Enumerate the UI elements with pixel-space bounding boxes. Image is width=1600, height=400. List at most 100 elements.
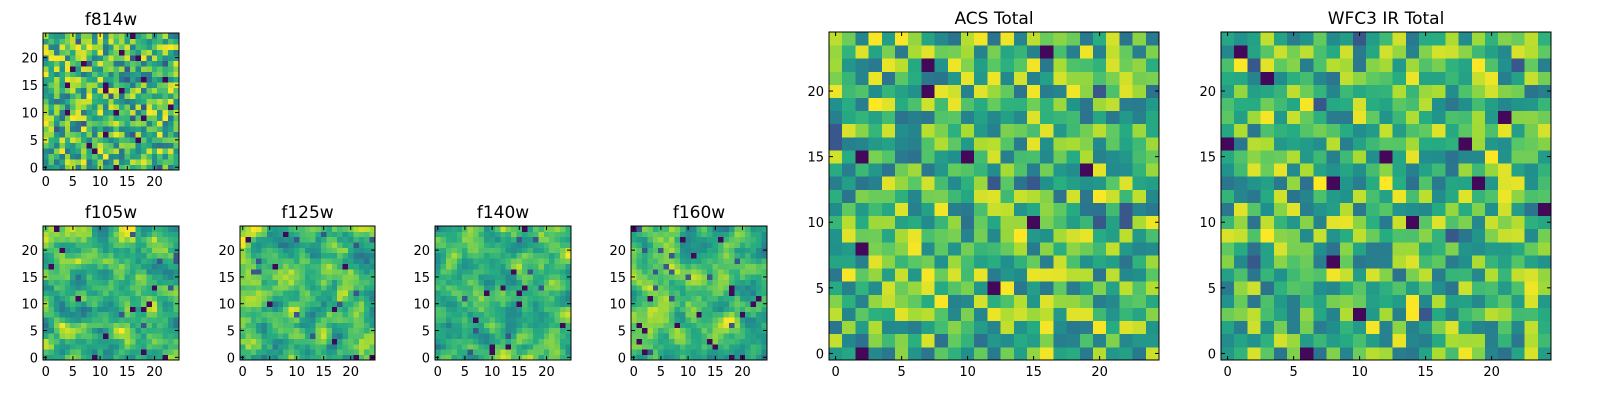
heatmap-cell — [299, 247, 306, 254]
heatmap-cell — [745, 247, 752, 254]
heatmap-cell — [1119, 84, 1133, 98]
heatmap-cell — [701, 306, 708, 313]
heatmap-cell — [102, 98, 109, 105]
heatmap-cell — [108, 54, 115, 61]
heatmap-cell — [364, 226, 370, 232]
heatmap-cell — [511, 258, 517, 264]
heatmap-cell — [921, 346, 935, 361]
heatmap-cell — [369, 317, 376, 323]
heatmap-cell — [1498, 163, 1512, 177]
heatmap-cell — [445, 295, 452, 302]
heatmap-cell — [151, 49, 158, 56]
heatmap-cell — [829, 333, 843, 348]
heatmap-cell — [315, 311, 322, 318]
heatmap-cell — [478, 343, 485, 350]
heatmap-cell — [723, 301, 730, 307]
heatmap-cell — [168, 268, 174, 275]
heatmap-cell — [113, 120, 120, 127]
heatmap-cell — [718, 268, 724, 275]
heatmap-cell — [146, 263, 153, 270]
heatmap-cell — [294, 252, 300, 259]
heatmap-cell — [690, 274, 697, 280]
heatmap-cell — [43, 343, 49, 350]
heatmap-cell — [658, 306, 665, 313]
heatmap-cell — [272, 333, 279, 339]
heatmap-cell — [130, 252, 136, 259]
heatmap-cell — [1079, 281, 1094, 295]
heatmap-cell — [331, 349, 338, 356]
x-tick-label: 10 — [680, 365, 697, 380]
heatmap-cell — [337, 231, 343, 238]
heatmap-cell — [157, 284, 164, 291]
heatmap-cell — [59, 148, 66, 154]
heatmap-cell — [473, 295, 479, 302]
heatmap-cell — [435, 295, 441, 302]
heatmap-cell — [652, 242, 659, 248]
heatmap-cell — [855, 307, 869, 322]
heatmap-cell — [91, 279, 98, 286]
heatmap-cell — [1379, 97, 1393, 112]
heatmap-cell — [636, 311, 643, 318]
heatmap-cell — [1145, 163, 1160, 177]
heatmap-cell — [1458, 45, 1473, 59]
heatmap-cell — [277, 258, 284, 264]
heatmap-cell — [756, 263, 762, 270]
heatmap-cell — [146, 252, 153, 259]
heatmap-cell — [53, 38, 60, 45]
heatmap-cell — [1106, 58, 1120, 72]
heatmap-cell — [674, 284, 681, 291]
heatmap-cell — [1485, 333, 1499, 348]
heatmap-cell — [701, 343, 708, 350]
heatmap-cell — [140, 159, 147, 165]
heatmap-cell — [64, 120, 71, 127]
heatmap-cell — [157, 247, 164, 254]
heatmap-cell — [1471, 189, 1486, 203]
heatmap-cell — [1106, 346, 1120, 361]
heatmap-cell — [48, 279, 55, 286]
heatmap-cell — [696, 242, 703, 248]
heatmap-cell — [1287, 71, 1301, 85]
heatmap-cell — [435, 263, 441, 270]
heatmap-cell — [669, 258, 675, 264]
heatmap-cell — [1066, 189, 1081, 203]
heatmap-cell — [516, 327, 523, 334]
heatmap-cell — [658, 311, 665, 318]
heatmap-cell — [1247, 215, 1261, 230]
heatmap-cell — [326, 317, 333, 323]
heatmap-cell — [113, 322, 120, 329]
heatmap-cell — [934, 346, 949, 361]
heatmap-cell — [86, 115, 93, 122]
heatmap-cell — [140, 98, 147, 105]
heatmap-cell — [701, 279, 708, 286]
heatmap-cell — [102, 93, 109, 100]
heatmap-cell — [1511, 32, 1525, 46]
heatmap-cell — [462, 327, 469, 334]
heatmap-cell — [549, 343, 556, 350]
heatmap-cell — [75, 338, 82, 345]
heatmap-cell — [745, 317, 752, 323]
heatmap-cell — [315, 274, 322, 280]
heatmap-cell — [881, 333, 896, 348]
heatmap-cell — [353, 311, 360, 318]
heatmap-cell — [53, 301, 60, 307]
heatmap-cell — [756, 354, 762, 361]
axes-frame — [630, 225, 768, 361]
heatmap-cell — [299, 268, 306, 275]
axes-frame — [42, 32, 180, 171]
heatmap-cell — [1405, 189, 1420, 203]
heatmap-cell — [277, 333, 284, 339]
heatmap-cell — [636, 306, 643, 313]
heatmap-cell — [53, 76, 60, 83]
heatmap-cell — [1247, 45, 1261, 59]
heatmap-cell — [75, 279, 82, 286]
heatmap-cell — [331, 274, 338, 280]
heatmap-cell — [1511, 176, 1525, 190]
heatmap-cell — [1339, 84, 1354, 98]
heatmap-cell — [895, 176, 909, 190]
heatmap-cell — [511, 306, 517, 313]
y-tick-label: 20 — [21, 244, 38, 259]
heatmap-cell — [1013, 163, 1028, 177]
heatmap-cell — [1326, 202, 1341, 217]
heatmap-cell — [756, 295, 762, 302]
heatmap-cell — [435, 242, 441, 248]
